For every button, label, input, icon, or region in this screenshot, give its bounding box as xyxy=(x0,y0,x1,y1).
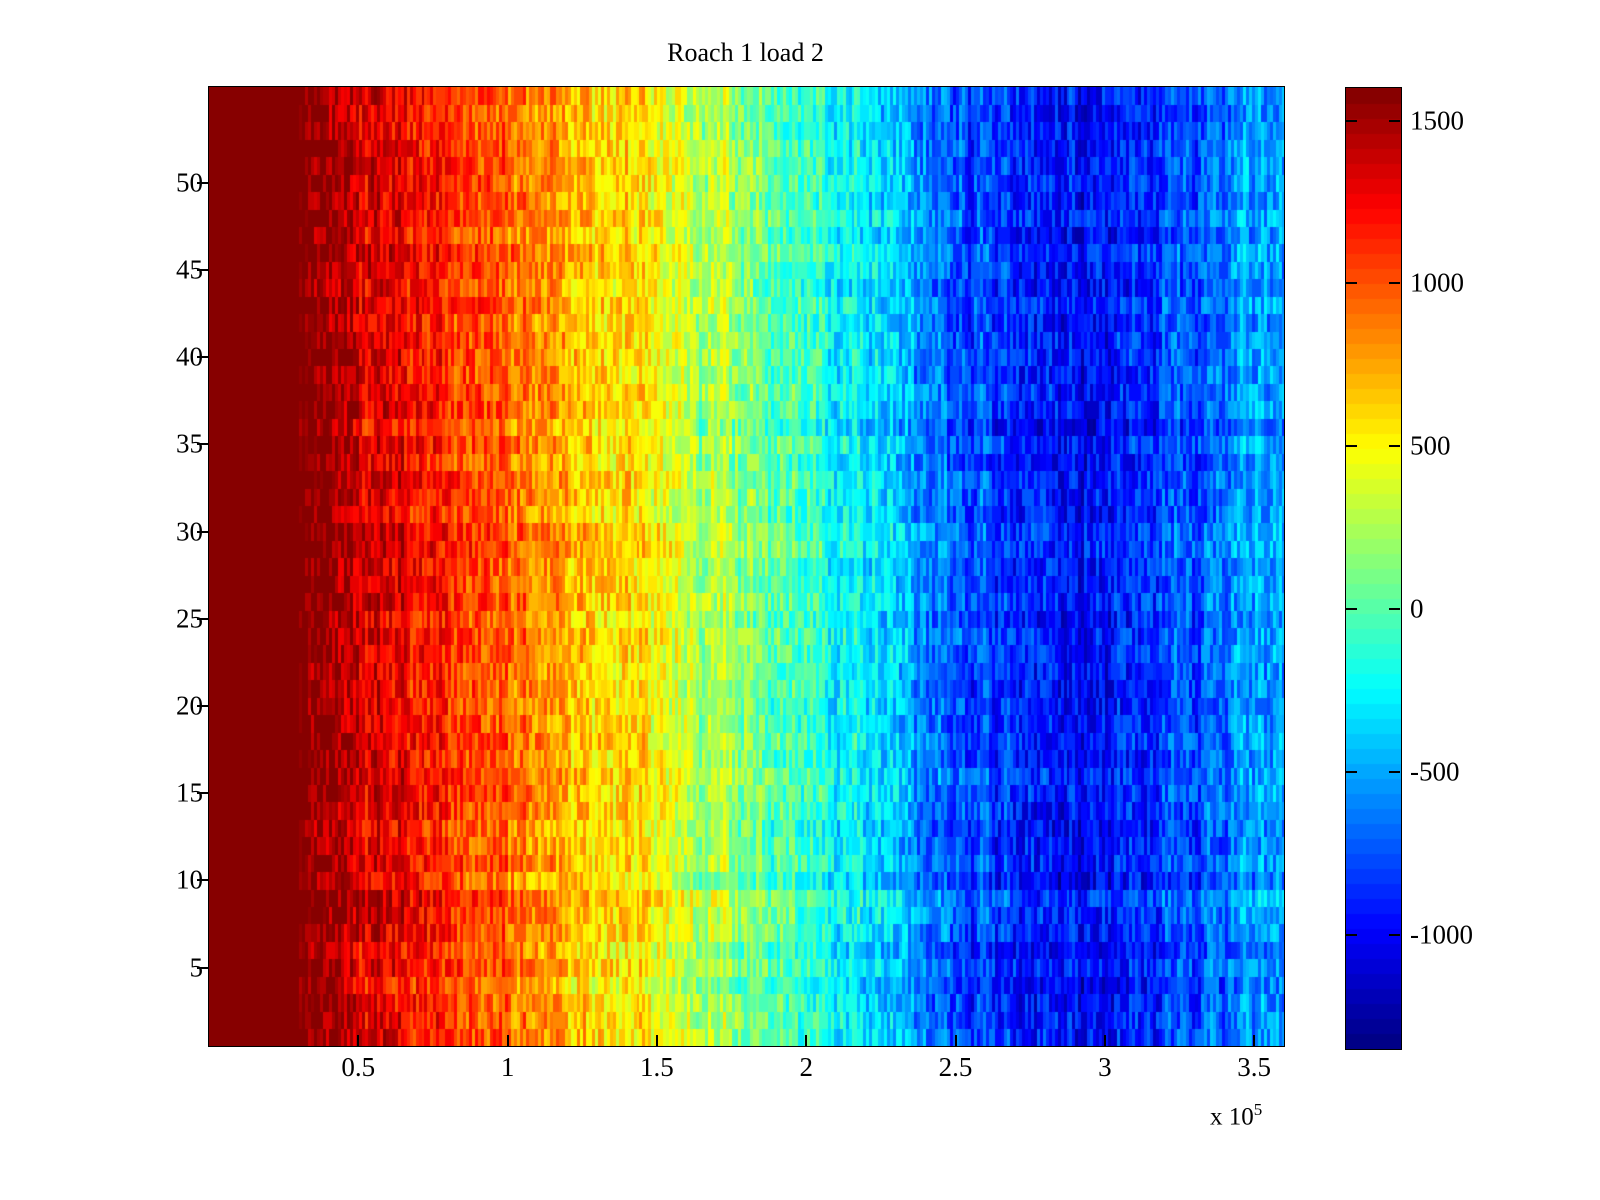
colorbar-tick-label: 0 xyxy=(1410,593,1424,624)
page-title: Roach 1 load 2 xyxy=(667,38,824,67)
colorbar xyxy=(1345,87,1402,1050)
x-axis-tick-mark xyxy=(357,1035,360,1046)
colorbar-tick-mark xyxy=(1346,119,1357,122)
x-axis-tick-label: 3 xyxy=(1098,1052,1112,1082)
y-axis-tick-mark xyxy=(197,617,208,620)
y-axis-tick-label: 20 xyxy=(176,690,203,721)
x-axis-tick-label: 0.5 xyxy=(341,1052,376,1082)
heatmap-axes xyxy=(208,86,1285,1047)
colorbar-tick-mark xyxy=(1389,282,1400,285)
y-axis-tick-mark xyxy=(197,443,208,446)
y-axis-tick-mark xyxy=(197,966,208,969)
colorbar-tick-mark xyxy=(1346,445,1357,448)
y-axis-tick-mark xyxy=(197,269,208,272)
x-axis-tick-mark xyxy=(1253,1035,1256,1046)
colorbar-tick-mark xyxy=(1389,608,1400,611)
x-axis-exponent-mantissa: x 10 xyxy=(1210,1103,1254,1131)
y-axis-tick-mark xyxy=(197,792,208,795)
y-axis-tick-mark xyxy=(197,530,208,533)
x-axis-tick-mark xyxy=(1103,1035,1106,1046)
y-axis-tick-mark xyxy=(197,356,208,359)
colorbar-gradient xyxy=(1346,88,1401,1049)
y-axis-tick-label: 30 xyxy=(176,516,203,547)
x-axis-tick-label: 1 xyxy=(500,1052,515,1082)
x-axis-tick-label: 2 xyxy=(799,1052,813,1082)
heatmap-image xyxy=(209,87,1284,1046)
y-axis-tick-label: 15 xyxy=(176,777,203,808)
colorbar-tick-mark xyxy=(1346,771,1357,774)
x-axis-tick-label: 2.5 xyxy=(938,1052,973,1082)
y-axis-tick-label: 5 xyxy=(189,952,204,983)
x-axis-tick-label: 1.5 xyxy=(640,1052,674,1082)
colorbar-tick-mark xyxy=(1389,933,1400,936)
y-axis-tick-label: 40 xyxy=(176,341,203,372)
x-axis-exponent-power: 5 xyxy=(1253,1100,1263,1119)
colorbar-tick-mark xyxy=(1389,771,1400,774)
colorbar-tick-label: 1000 xyxy=(1410,267,1464,298)
colorbar-tick-mark xyxy=(1346,282,1357,285)
y-axis-tick-label: 25 xyxy=(176,603,203,634)
colorbar-tick-label: 500 xyxy=(1410,430,1451,461)
colorbar-tick-label: 1500 xyxy=(1410,105,1464,136)
colorbar-tick-mark xyxy=(1389,119,1400,122)
y-axis-tick-mark xyxy=(197,181,208,184)
colorbar-tick-mark xyxy=(1346,933,1357,936)
x-axis-tick-mark xyxy=(655,1035,658,1046)
y-axis-tick-mark xyxy=(197,879,208,882)
y-axis-tick-mark xyxy=(197,704,208,707)
x-axis-tick-mark xyxy=(805,1035,808,1046)
y-axis-tick-label: 50 xyxy=(176,167,203,198)
y-axis-tick-label: 45 xyxy=(176,254,203,285)
colorbar-tick-label: -1000 xyxy=(1410,919,1473,950)
x-axis-tick-label: 3.5 xyxy=(1237,1052,1271,1082)
colorbar-tick-label: -500 xyxy=(1410,756,1460,787)
x-axis-exponent-label: x 105 xyxy=(1210,1100,1262,1131)
colorbar-tick-mark xyxy=(1346,608,1357,611)
x-axis-tick-mark xyxy=(506,1035,509,1046)
y-axis-tick-label: 35 xyxy=(176,428,203,459)
x-axis-tick-mark xyxy=(954,1035,957,1046)
colorbar-tick-mark xyxy=(1389,445,1400,448)
y-axis-tick-label: 10 xyxy=(176,864,203,895)
